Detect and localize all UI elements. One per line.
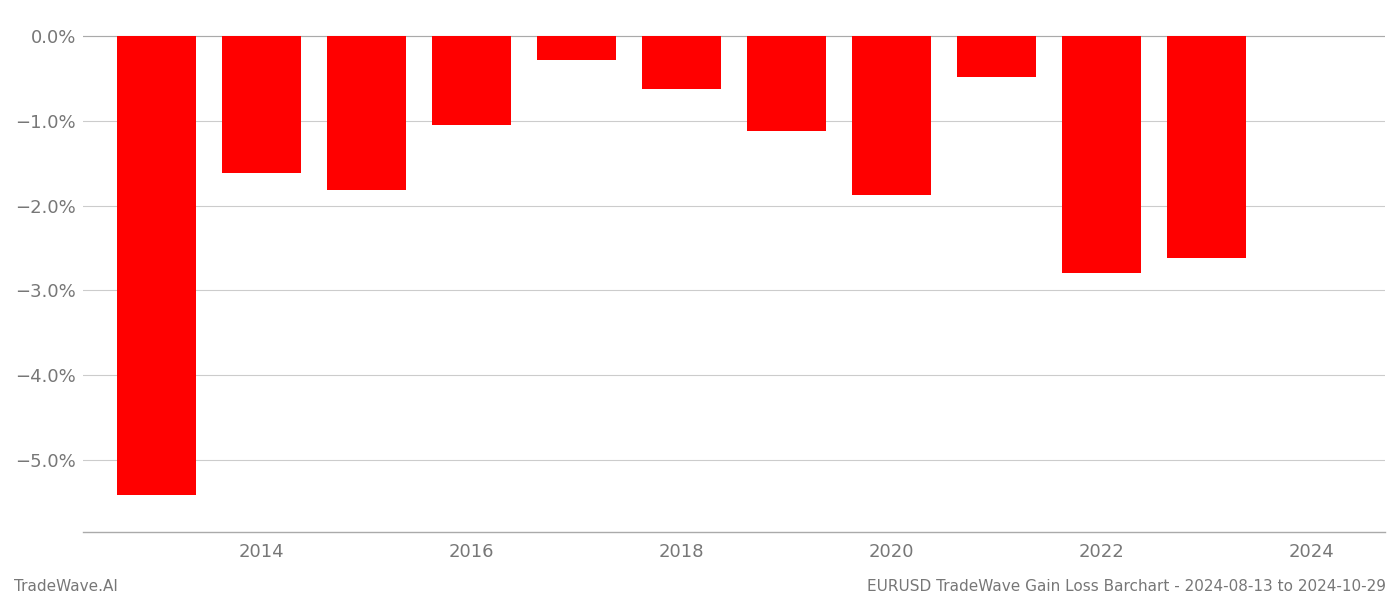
Bar: [1063, 36, 1141, 274]
Text: EURUSD TradeWave Gain Loss Barchart - 2024-08-13 to 2024-10-29: EURUSD TradeWave Gain Loss Barchart - 20…: [867, 579, 1386, 594]
Bar: [853, 36, 931, 196]
Bar: [748, 36, 826, 131]
Bar: [538, 36, 616, 60]
Bar: [1168, 36, 1246, 258]
Bar: [221, 36, 301, 173]
Bar: [326, 36, 406, 190]
Bar: [643, 36, 721, 89]
Text: TradeWave.AI: TradeWave.AI: [14, 579, 118, 594]
Bar: [958, 36, 1036, 77]
Bar: [433, 36, 511, 125]
Bar: [116, 36, 196, 496]
